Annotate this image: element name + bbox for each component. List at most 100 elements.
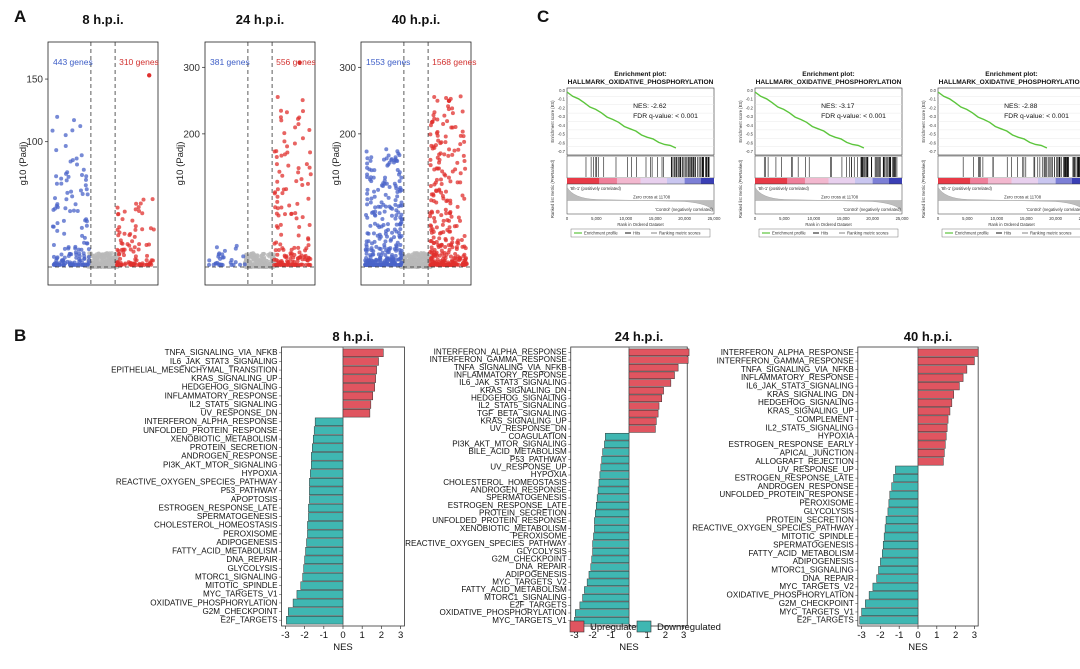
volcano-point-down [369, 196, 374, 201]
volcano-point-up [435, 98, 440, 103]
nes-bar [599, 471, 630, 479]
y-tick-label: 300 [339, 63, 356, 74]
volcano-point-down [370, 252, 375, 257]
volcano-point-down [84, 217, 89, 222]
nes-bar [594, 517, 630, 525]
volcano-point-up [429, 248, 434, 253]
nes-bar [296, 590, 344, 599]
nes-bar [307, 529, 344, 539]
category-label: REACTIVE_OXYGEN_SPECIES_PATHWAY [405, 539, 567, 548]
volcano-point-up [132, 234, 137, 239]
volcano-point-down [70, 158, 75, 163]
nes-bar-chart: 8 h.p.i. TNFA_SIGNALING_VIA_NFKBIL6_JAK_S… [111, 329, 405, 653]
volcano-point-up [144, 258, 149, 263]
volcano-point-down [399, 200, 404, 205]
volcano-point-up [462, 139, 467, 144]
volcano-point-up [434, 240, 439, 245]
volcano-point-up [117, 251, 122, 256]
volcano-point-up [277, 169, 282, 174]
volcano-point-down [380, 260, 385, 265]
volcano-point-down [398, 243, 403, 248]
category-label: INFLAMMATORY_RESPONSE [165, 391, 278, 400]
y-tick-label: 150 [26, 75, 43, 86]
volcano-point-up [276, 248, 281, 253]
volcano-point-down [59, 252, 64, 257]
volcano-point-up [436, 138, 441, 143]
rank-colorbar-segment [938, 178, 971, 184]
volcano-point-up [286, 163, 291, 168]
category-label: OXIDATIVE_PHOSPHORYLATION [439, 608, 566, 617]
volcano-point-up [296, 170, 301, 175]
volcano-point-up [275, 194, 280, 199]
volcano-point-up [445, 227, 450, 232]
nes-tick-label: 3 [398, 630, 403, 641]
category-label: INTERFERON_ALPHA_RESPONSE [721, 348, 855, 357]
volcano-point-down [70, 194, 75, 199]
category-label: HYPOXIA [818, 432, 855, 441]
category-label: OXIDATIVE_PHOSPHORYLATION [150, 598, 277, 607]
volcano-point-up [460, 129, 465, 134]
gsea-title-1: Enrichment plot: [614, 71, 666, 78]
volcano-point-up [447, 147, 452, 152]
category-label: XENOBIOTIC_METABOLISM [460, 524, 567, 533]
es-tick-label: -0.4 [929, 123, 937, 128]
volcano-point-up [456, 215, 461, 220]
volcano-point-up [297, 250, 302, 255]
volcano-point-down [368, 175, 373, 180]
volcano-point-down [393, 202, 398, 207]
es-tick-label: -0.5 [746, 132, 754, 137]
volcano-point-ns [424, 253, 429, 258]
negative-label: 'Control' (negatively correlated) [843, 207, 901, 212]
volcano-point-up [453, 251, 458, 256]
volcano-point-up [285, 150, 290, 155]
volcano-point-up [280, 191, 285, 196]
es-tick-label: -0.2 [558, 105, 566, 110]
volcano-y-label: g10 (Padj) [331, 142, 342, 186]
category-label: MYC_TARGETS_V1 [203, 590, 278, 599]
volcano-point-down [65, 190, 70, 195]
nes-tick-label: -3 [570, 630, 578, 641]
category-label: UV_RESPONSE_UP [490, 462, 566, 471]
es-tick-label: 0.0 [559, 88, 565, 93]
gsea-plot: Enrichment plot:HALLMARK_OXIDATIVE_PHOSP… [550, 71, 721, 238]
category-label: SPERMATOGENESIS [197, 512, 278, 521]
volcano-point-up [285, 144, 290, 149]
category-label: MYC_TARGETS_V1 [779, 607, 854, 616]
volcano-point-down [383, 239, 388, 244]
volcano-point-ns [416, 259, 421, 264]
volcano-point-up [136, 205, 141, 210]
nes-tick-label: 3 [972, 630, 977, 641]
nes-bar [917, 440, 946, 449]
volcano-point-up [291, 262, 296, 267]
volcano-point-down [365, 175, 370, 180]
volcano-point-up [432, 182, 437, 187]
es-tick-label: 0.0 [747, 88, 753, 93]
volcano-point-down [233, 246, 238, 251]
nes-bar [628, 425, 656, 433]
volcano-point-up [284, 187, 289, 192]
volcano-point-ns [413, 258, 418, 263]
category-label: KRAS_SIGNALING_UP [191, 374, 277, 383]
category-label: CHOLESTEROL_HOMEOSTASIS [443, 478, 567, 487]
volcano-point-up [133, 207, 138, 212]
volcano-point-up [439, 182, 444, 187]
nes-bar [917, 348, 979, 357]
volcano-point-up [437, 243, 442, 248]
es-tick-label: -0.3 [929, 114, 937, 119]
volcano-point-up [431, 198, 436, 203]
volcano-point-ns [103, 260, 108, 265]
nes-bar [592, 540, 630, 548]
nes-bar [309, 486, 344, 495]
category-label: IL6_JAK_STAT3_SIGNALING [746, 381, 854, 390]
volcano-point-up [304, 162, 309, 167]
volcano-point-up [447, 218, 452, 223]
volcano-point-up [462, 158, 467, 163]
volcano-point-up [275, 95, 280, 100]
volcano-point-ns [412, 252, 417, 257]
category-label: FATTY_ACID_METABOLISM [748, 549, 854, 558]
volcano-point-down [81, 167, 86, 172]
volcano-point-up [273, 205, 278, 210]
nes-bar [342, 400, 372, 409]
volcano-point-down [372, 221, 377, 226]
es-tick-label: -0.1 [558, 97, 566, 102]
